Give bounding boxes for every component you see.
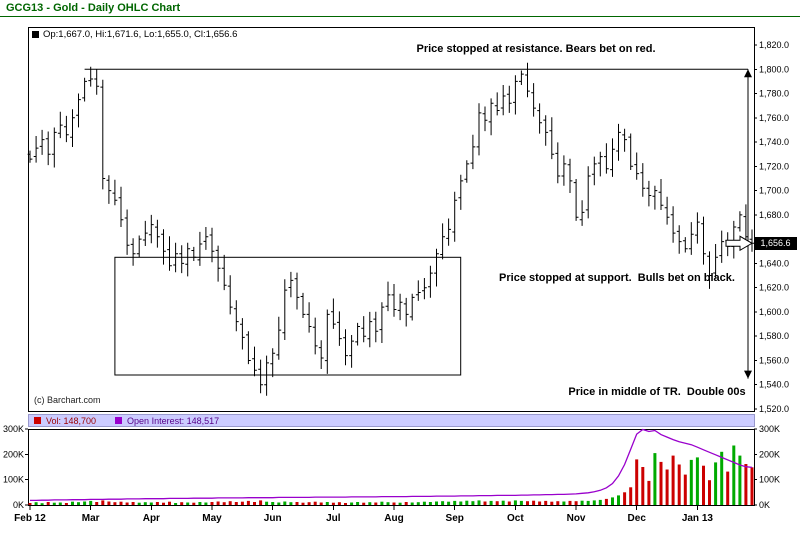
svg-text:1,620.0: 1,620.0: [759, 283, 789, 293]
svg-text:1,520.0: 1,520.0: [759, 404, 789, 414]
price-panel: 1,820.0 1,800.0 1,780.0 1,760.0 1,740.0 1,720…: [0, 18, 800, 414]
x-axis-label: Jun: [263, 513, 282, 524]
svg-text:1,700.0: 1,700.0: [759, 186, 789, 196]
annotation-support: Price stopped at support. Bulls bet on b…: [499, 272, 735, 284]
svg-text:1,720.0: 1,720.0: [759, 161, 789, 171]
volume-swatch-icon: [34, 417, 41, 424]
quote-legend-text: Op:1,667.0, Hi:1,671.6, Lo:1,655.0, Cl:1…: [43, 29, 238, 40]
svg-text:300K: 300K: [759, 424, 780, 434]
svg-text:1,580.0: 1,580.0: [759, 331, 789, 341]
svg-text:300K: 300K: [3, 424, 24, 434]
svg-text:1,820.0: 1,820.0: [759, 40, 789, 50]
svg-text:1,760.0: 1,760.0: [759, 113, 789, 123]
svg-text:1,800.0: 1,800.0: [759, 64, 789, 74]
x-axis-label: Sep: [445, 513, 464, 524]
svg-text:1,780.0: 1,780.0: [759, 89, 789, 99]
svg-text:1,600.0: 1,600.0: [759, 307, 789, 317]
x-axis-label: Apr: [142, 513, 160, 524]
svg-text:0K: 0K: [13, 500, 24, 510]
svg-text:200K: 200K: [759, 449, 780, 459]
x-axis-label: Jul: [326, 513, 341, 524]
svg-text:100K: 100K: [3, 475, 24, 485]
copyright-label: (c) Barchart.com: [34, 395, 101, 405]
x-axis-label: Mar: [81, 513, 100, 524]
x-axis-label: Dec: [627, 513, 646, 524]
quote-legend: Op:1,667.0, Hi:1,671.6, Lo:1,655.0, Cl:1…: [32, 29, 237, 40]
x-axis-label: Aug: [384, 513, 404, 524]
chart-title: GCG13 - Gold - Daily OHLC Chart: [0, 0, 800, 17]
svg-text:0K: 0K: [759, 500, 770, 510]
svg-text:100K: 100K: [759, 475, 780, 485]
x-axis-label: May: [202, 513, 222, 524]
svg-text:1,740.0: 1,740.0: [759, 137, 789, 147]
svg-text:1,640.0: 1,640.0: [759, 258, 789, 268]
annotation-resistance: Price stopped at resistance. Bears bet o…: [416, 43, 656, 55]
x-axis-label: Jan 13: [681, 513, 713, 524]
svg-text:1,540.0: 1,540.0: [759, 380, 789, 390]
volume-legend-bar: Vol: 148,700 Open Interest: 148,517: [28, 414, 755, 427]
svg-text:200K: 200K: [3, 449, 24, 459]
price-pointer-arrow-icon: [725, 235, 753, 252]
svg-text:1,560.0: 1,560.0: [759, 355, 789, 365]
current-price-tag: 1,656.6: [754, 236, 797, 250]
annotation-middle: Price in middle of TR. Double 00s: [568, 386, 746, 398]
open-interest-swatch-icon: [115, 417, 123, 424]
x-axis-labels: Feb 12 Mar Apr May Jun Jul Aug Sep Oct Nov Dec Jan …: [0, 513, 800, 529]
volume-panel: 0K 0K 100K 100K 200K 200K 300K 300K: [0, 424, 800, 515]
svg-text:1,680.0: 1,680.0: [759, 210, 789, 220]
volume-legend-label: Vol: 148,700: [46, 415, 97, 426]
x-axis-label: Oct: [507, 513, 524, 524]
quote-legend-marker-icon: [32, 31, 39, 38]
x-axis-label: Feb 12: [14, 513, 46, 524]
x-axis-label: Nov: [566, 513, 586, 524]
open-interest-legend-label: Open Interest: 148,517: [127, 415, 220, 426]
volume-chart[interactable]: 0K 0K 100K 100K 200K 200K 300K 300K: [0, 424, 800, 515]
price-chart[interactable]: 1,820.0 1,800.0 1,780.0 1,760.0 1,740.0 1,720…: [0, 18, 800, 414]
